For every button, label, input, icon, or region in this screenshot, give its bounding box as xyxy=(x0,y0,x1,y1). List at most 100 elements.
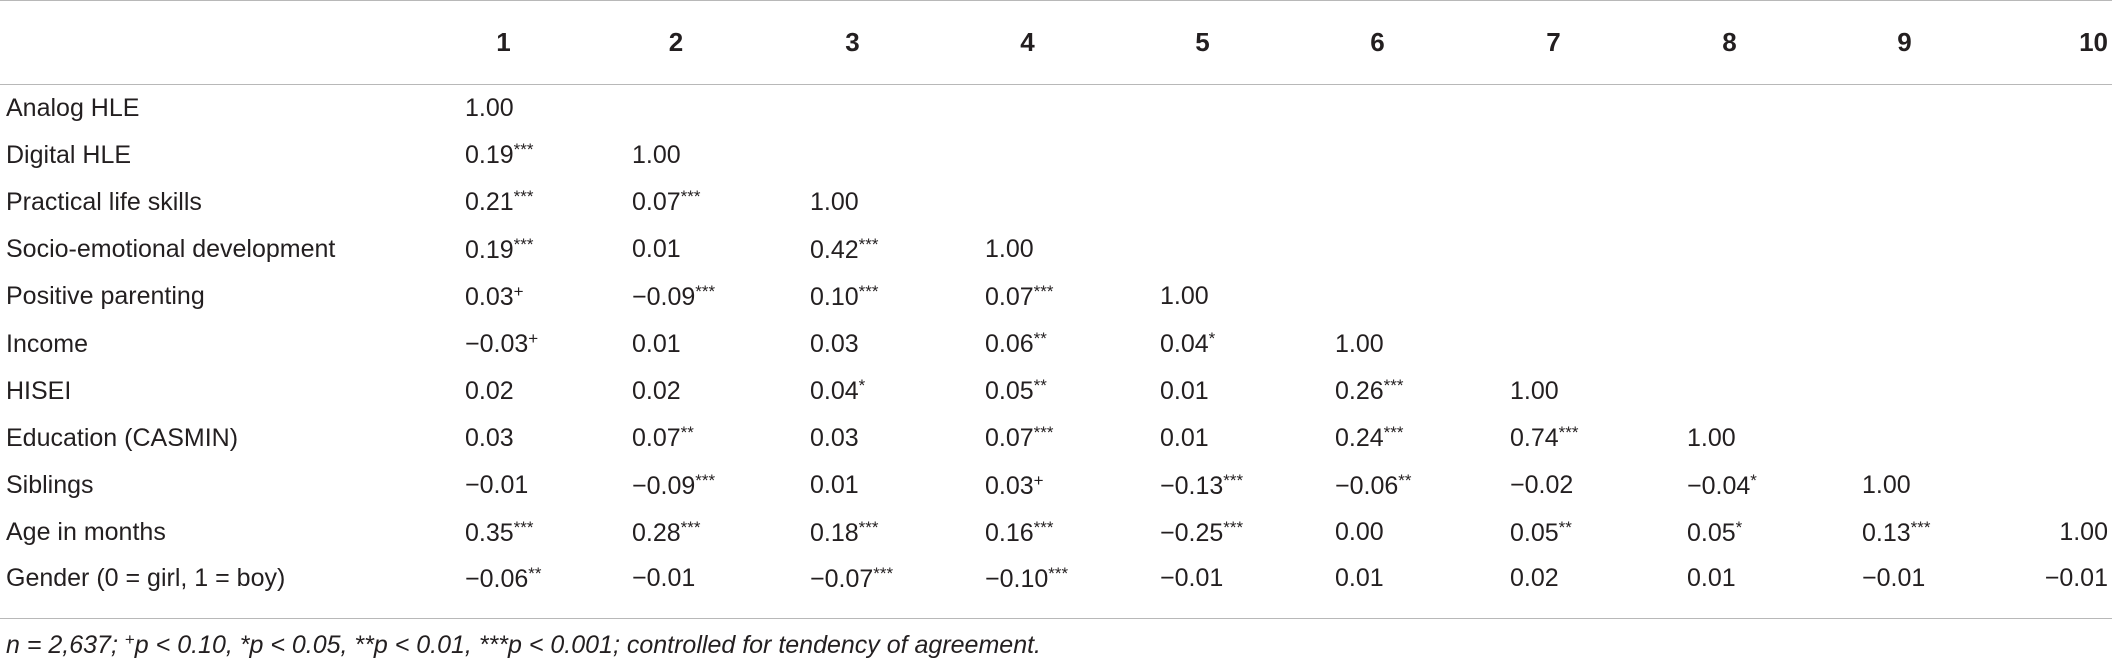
significance-marker: + xyxy=(528,329,539,349)
correlation-cell: 0.10*** xyxy=(810,281,879,311)
significance-marker: *** xyxy=(858,281,879,301)
correlation-cell xyxy=(1817,320,1992,367)
table-row: Analog HLE 1.00 xyxy=(0,85,2112,132)
correlation-cell: 0.00 xyxy=(1335,518,1384,547)
correlation-cell: 0.74*** xyxy=(1510,423,1579,453)
correlation-cell xyxy=(1817,179,1992,226)
significance-marker: *** xyxy=(695,281,716,301)
correlation-cell: 0.35*** xyxy=(465,517,534,547)
significance-marker: * xyxy=(1208,329,1216,349)
significance-marker: + xyxy=(513,281,524,301)
table-row: Gender (0 = girl, 1 = boy) −0.06** −0.01 −0… xyxy=(0,556,2112,603)
correlation-cell xyxy=(1817,273,1992,320)
bottom-rule xyxy=(0,618,2112,619)
correlation-cell: 0.07*** xyxy=(985,281,1054,311)
correlation-cell xyxy=(1992,415,2112,462)
significance-marker: *** xyxy=(1033,423,1054,443)
row-label: HISEI xyxy=(6,376,72,405)
correlation-cell: 1.00 xyxy=(1687,423,1736,452)
correlation-cell: −0.06** xyxy=(465,563,542,593)
correlation-cell xyxy=(1465,85,1642,132)
correlation-cell: −0.02 xyxy=(1510,471,1574,500)
correlation-cell: −0.01 xyxy=(465,471,529,500)
table-row: HISEI 0.02 0.02 0.04* 0.05** 0.01 0.26*** 1.00 xyxy=(0,368,2112,415)
footnote-plus-superscript: + xyxy=(124,630,135,649)
correlation-table: 1 2 3 4 5 6 7 8 9 10 Analog HLE 1.00 Digital HLE 0.1… xyxy=(0,0,2112,604)
correlation-cell: 0.28*** xyxy=(632,517,701,547)
correlation-cell xyxy=(1817,226,1992,273)
correlation-cell xyxy=(1115,85,1290,132)
correlation-cell: 1.00 xyxy=(1335,329,1384,358)
correlation-cell: 1.00 xyxy=(465,93,514,122)
significance-marker: *** xyxy=(1558,423,1579,443)
significance-marker: ** xyxy=(680,423,694,443)
row-label: Income xyxy=(6,329,88,358)
correlation-cell xyxy=(1817,132,1992,179)
correlation-cell xyxy=(1290,226,1465,273)
header-column-6: 6 xyxy=(1290,0,1465,85)
significance-marker: *** xyxy=(513,234,534,254)
correlation-cell xyxy=(1817,85,1992,132)
significance-marker: *** xyxy=(513,187,534,207)
correlation-cell xyxy=(1992,226,2112,273)
footnote-sample-size: n = 2,637; xyxy=(6,631,125,659)
correlation-cell: 0.04* xyxy=(810,376,866,406)
correlation-cell: 0.13*** xyxy=(1862,517,1931,547)
correlation-cell: 1.00 xyxy=(1862,471,1911,500)
correlation-cell xyxy=(1642,273,1817,320)
significance-marker: + xyxy=(1033,470,1044,490)
correlation-cell: 0.03+ xyxy=(465,281,524,311)
significance-marker: *** xyxy=(513,517,534,537)
header-column-8: 8 xyxy=(1642,0,1817,85)
significance-marker: ** xyxy=(1033,329,1047,349)
row-label: Gender (0 = girl, 1 = boy) xyxy=(6,564,286,593)
correlation-cell: 1.00 xyxy=(632,140,681,169)
header-column-7: 7 xyxy=(1465,0,1642,85)
correlation-cell: −0.01 xyxy=(1862,564,1926,593)
correlation-cell: −0.01 xyxy=(632,564,696,593)
significance-marker: *** xyxy=(1383,376,1404,396)
correlation-cell: 0.19*** xyxy=(465,140,534,170)
footnote-significance: p < 0.10, *p < 0.05, **p < 0.01, ***p < … xyxy=(134,631,1041,659)
significance-marker: * xyxy=(1735,517,1743,537)
correlation-cell xyxy=(1290,273,1465,320)
significance-marker: *** xyxy=(858,234,879,254)
correlation-cell: −0.01 xyxy=(2044,564,2108,593)
row-label: Digital HLE xyxy=(6,140,132,169)
row-label: Socio-emotional development xyxy=(6,235,336,264)
header-column-3: 3 xyxy=(765,0,940,85)
correlation-cell: 0.02 xyxy=(465,376,514,405)
correlation-cell: 0.01 xyxy=(1687,564,1736,593)
row-label: Education (CASMIN) xyxy=(6,423,239,452)
row-label: Analog HLE xyxy=(6,93,140,122)
correlation-cell: −0.09*** xyxy=(632,470,716,500)
correlation-cell: 0.02 xyxy=(632,376,681,405)
row-label: Siblings xyxy=(6,471,94,500)
correlation-cell xyxy=(1642,320,1817,367)
row-label: Age in months xyxy=(6,518,166,547)
correlation-cell xyxy=(765,85,940,132)
table-header: 1 2 3 4 5 6 7 8 9 10 xyxy=(0,0,2112,85)
significance-marker: *** xyxy=(1033,281,1054,301)
significance-marker: *** xyxy=(873,563,894,583)
correlation-cell xyxy=(1115,132,1290,179)
correlation-cell: −0.07*** xyxy=(810,563,894,593)
significance-marker: *** xyxy=(513,140,534,160)
header-row: 1 2 3 4 5 6 7 8 9 10 xyxy=(0,0,2112,85)
correlation-cell xyxy=(1115,226,1290,273)
header-label-column xyxy=(0,0,420,85)
correlation-cell xyxy=(1992,368,2112,415)
header-column-9: 9 xyxy=(1817,0,1992,85)
correlation-cell xyxy=(1465,226,1642,273)
significance-marker: *** xyxy=(1033,517,1054,537)
correlation-cell xyxy=(765,132,940,179)
significance-marker: *** xyxy=(1383,423,1404,443)
correlation-cell xyxy=(1642,368,1817,415)
significance-marker: *** xyxy=(1223,470,1244,490)
header-column-5: 5 xyxy=(1115,0,1290,85)
correlation-cell: −0.03+ xyxy=(465,329,539,359)
correlation-cell xyxy=(940,132,1115,179)
table-row: Digital HLE 0.19*** 1.00 xyxy=(0,132,2112,179)
table-body: Analog HLE 1.00 Digital HLE 0.19*** 1.00 Prac… xyxy=(0,85,2112,604)
correlation-cell xyxy=(587,85,765,132)
